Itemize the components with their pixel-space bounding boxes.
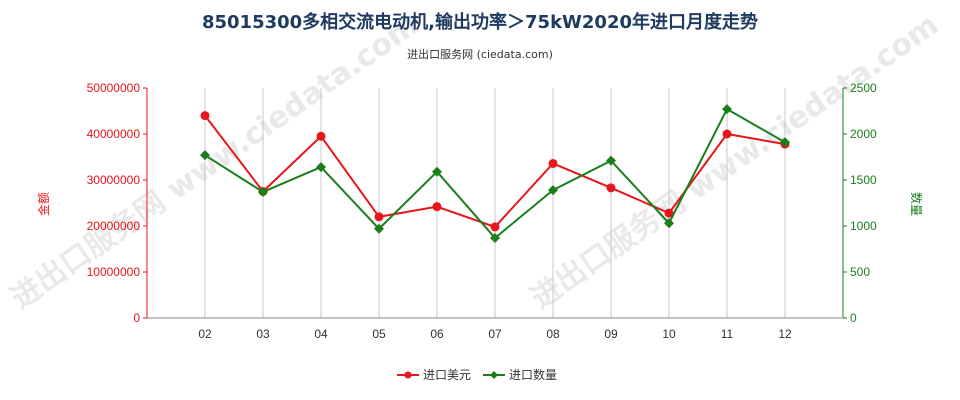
y-left-tick-label: 50000000 [87,81,141,95]
legend-item-value: 进口美元 [397,368,471,382]
data-point [490,232,500,243]
x-tick-label: 04 [314,327,328,341]
y-left-axis-title: 金额 [36,192,51,216]
chart-subtitle: 进出口服务网 (ciedata.com) [407,47,553,61]
x-tick-label: 09 [604,327,618,341]
data-point [490,222,500,232]
legend-label-value: 进口美元 [423,368,471,382]
legend-label-quantity: 进口数量 [509,367,557,382]
data-point [664,208,674,218]
axes: 0 10000000 20000000 30000000 40000000 5000000… [87,81,877,341]
y-right-tick-label: 2500 [850,81,877,95]
data-point [606,183,616,193]
data-point [258,186,268,197]
data-point [316,131,326,141]
legend-marker-value [404,371,412,379]
x-tick-label: 02 [198,327,212,341]
x-tick-label: 05 [372,327,386,341]
y-left-tick-label: 0 [133,311,140,325]
data-point [548,185,558,196]
data-point [722,104,732,115]
y-left-tick-label: 10000000 [87,265,141,279]
y-right-tick-label: 2000 [850,127,877,141]
x-tick-label: 12 [778,327,792,341]
data-point [200,111,210,121]
data-point [548,158,558,168]
data-point [664,218,674,229]
data-point [200,150,210,161]
data-point [606,155,616,166]
legend: 进口美元 进口数量 [397,367,557,382]
y-left-tick-label: 20000000 [87,219,141,233]
series-layer [200,104,790,243]
x-tick-label: 06 [430,327,444,341]
data-point [316,162,326,173]
data-point [374,212,384,222]
y-right-tick-label: 1500 [850,173,877,187]
data-point [432,202,442,212]
y-right-tick-label: 1000 [850,219,877,233]
y-left-tick-label: 30000000 [87,173,141,187]
x-tick-label: 07 [488,327,502,341]
data-point [432,166,442,177]
y-right-axis-title: 数量 [909,192,924,216]
legend-item-quantity: 进口数量 [483,367,557,382]
x-tick-label: 11 [721,327,734,341]
chart-title: 85015300多相交流电动机,输出功率＞75kW2020年进口月度走势 [202,11,758,33]
y-right-tick-label: 0 [850,311,857,325]
y-right-tick-label: 500 [850,265,870,279]
watermark-right: 进出口服务网 www.ciedata.com [525,7,946,316]
x-tick-label: 03 [256,327,270,341]
data-point [722,129,732,139]
x-tick-label: 08 [546,327,560,341]
x-tick-label: 10 [662,327,676,341]
legend-marker-quantity [490,371,498,379]
data-point [780,137,790,148]
data-point [374,223,384,234]
y-left-tick-label: 40000000 [87,127,141,141]
